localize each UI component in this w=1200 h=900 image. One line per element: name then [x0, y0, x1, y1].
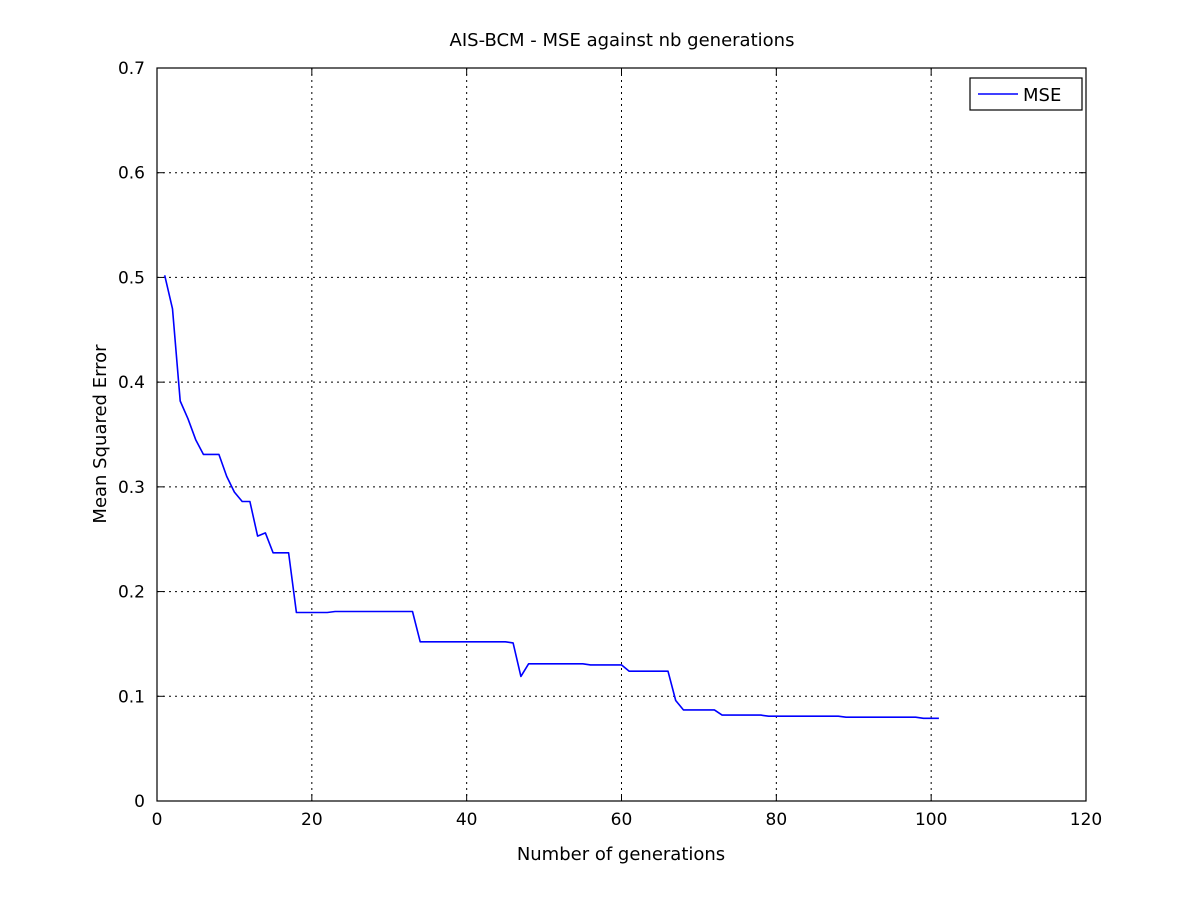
plot-area-frame	[156, 67, 1087, 802]
y-tick-label: 0.4	[118, 373, 145, 393]
x-tick-label: 120	[1070, 810, 1102, 830]
x-tick-label: 20	[301, 810, 323, 830]
y-tick-label: 0	[134, 792, 145, 812]
x-tick-label: 100	[915, 810, 947, 830]
y-tick-label: 0.3	[118, 478, 145, 498]
y-axis-label: Mean Squared Error	[90, 344, 111, 524]
x-axis-label: Number of generations	[517, 844, 725, 865]
grid	[157, 68, 1086, 801]
x-tick-label: 60	[611, 810, 633, 830]
y-tick-label: 0.2	[118, 583, 145, 603]
series-layer	[163, 275, 939, 720]
x-tick-label: 80	[766, 810, 788, 830]
x-tick-labels: 0 20 40 60 80 100 120	[152, 810, 1103, 830]
series-line-mse	[163, 275, 939, 720]
legend-label-mse: MSE	[1023, 85, 1061, 106]
legend: MSE	[969, 77, 1083, 111]
y-tick-label: 0.5	[118, 268, 145, 288]
x-tick-label: 40	[456, 810, 478, 830]
y-tick-label: 0.6	[118, 164, 145, 184]
y-tick-label: 0.1	[118, 687, 145, 707]
y-tick-labels: 0 0.1 0.2 0.3 0.4 0.5 0.6 0.7	[118, 59, 145, 812]
x-tick-label: 0	[152, 810, 163, 830]
y-tick-label: 0.7	[118, 59, 145, 79]
chart-title: AIS-BCM - MSE against nb generations	[450, 30, 795, 51]
